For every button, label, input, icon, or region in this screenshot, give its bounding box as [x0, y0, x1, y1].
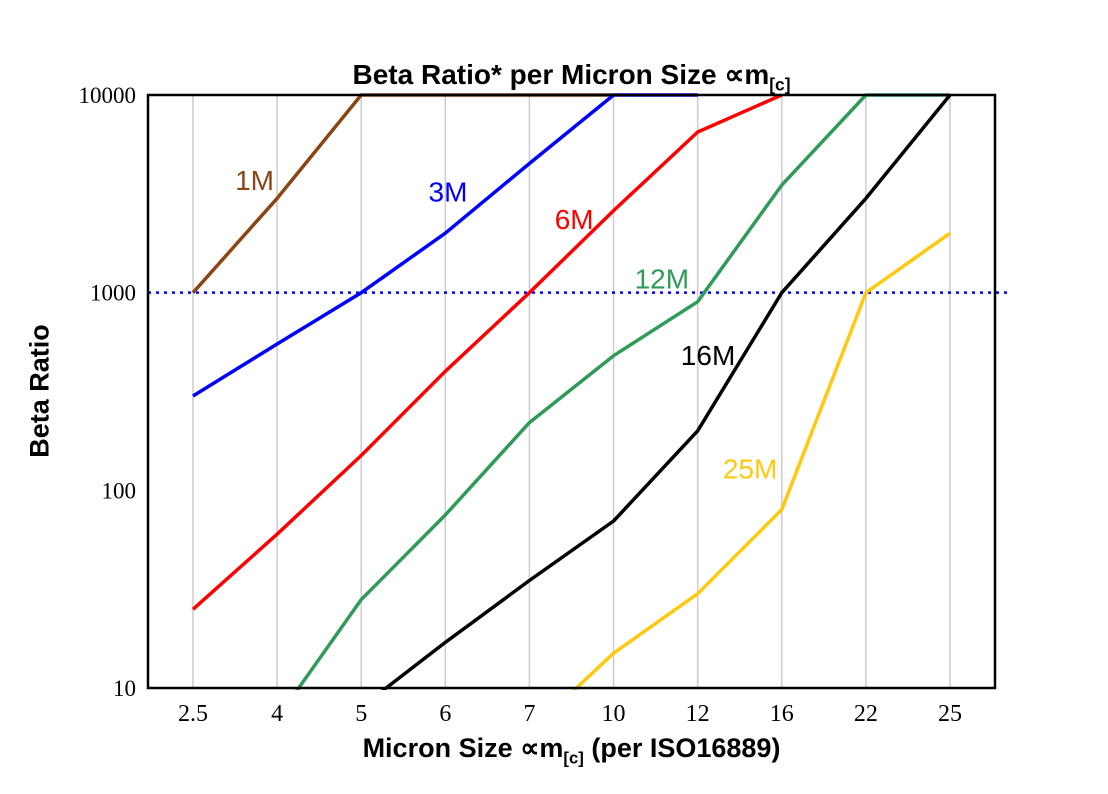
x-axis-label-pre: Micron Size ∝m — [362, 733, 564, 763]
x-tick-label-16: 16 — [770, 701, 794, 727]
x-tick-label-4: 4 — [271, 701, 283, 727]
series-label-3M: 3M — [429, 176, 468, 207]
plot-border — [146, 93, 997, 690]
series-label-6M: 6M — [555, 204, 594, 235]
y-axis-label-text: Beta Ratio — [24, 324, 55, 458]
y-tick-label-1000: 1000 — [90, 281, 136, 306]
x-tick-label-22: 22 — [854, 701, 878, 727]
y-tick-label-10: 10 — [113, 676, 136, 701]
series-line-6M — [191, 93, 783, 611]
y-tick-label-100: 100 — [102, 478, 137, 503]
x-tick-label-25: 25 — [938, 701, 962, 727]
series-label-1M: 1M — [235, 165, 274, 196]
x-axis-label: Micron Size ∝m[c] (per ISO16889) — [148, 733, 995, 768]
x-tick-label-2.5: 2.5 — [178, 701, 208, 727]
chart-title-subscript: [c] — [769, 74, 791, 95]
x-tick-label-7: 7 — [523, 701, 535, 727]
y-tick-label-10000: 10000 — [79, 83, 137, 108]
series-line-16M — [380, 93, 952, 690]
x-tick-label-6: 6 — [439, 701, 451, 727]
chart-title-main: Beta Ratio* per Micron Size ∝m — [352, 59, 770, 90]
series-line-25M — [571, 231, 952, 690]
x-tick-label-5: 5 — [355, 701, 367, 727]
series-line-12M — [295, 93, 950, 690]
series-label-12M: 12M — [635, 264, 689, 295]
series-label-16M: 16M — [681, 340, 735, 371]
chart-title: Beta Ratio* per Micron Size ∝m[c] — [148, 58, 995, 96]
x-axis-label-subscript: [c] — [563, 748, 584, 768]
x-axis-label-post: (per ISO16889) — [583, 733, 781, 763]
x-tick-label-10: 10 — [602, 701, 626, 727]
series-label-25M: 25M — [723, 453, 777, 484]
x-tick-label-12: 12 — [686, 701, 710, 727]
y-axis-label: Beta Ratio — [25, 324, 56, 458]
